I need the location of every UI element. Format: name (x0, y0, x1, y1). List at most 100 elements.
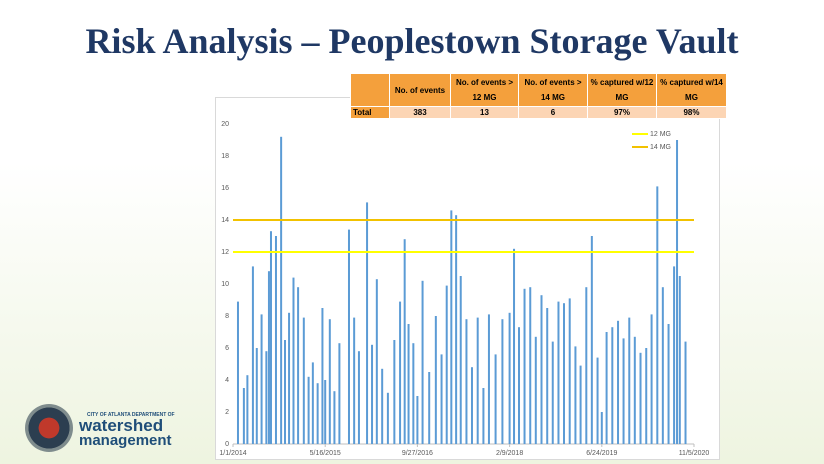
bar (470, 367, 473, 444)
bar (605, 332, 608, 444)
bar (611, 327, 614, 444)
bar (508, 312, 511, 444)
header-cell: No. of events > 14 MG (518, 73, 588, 107)
header-cell: % captured w/14 MG (656, 73, 727, 107)
bar (673, 266, 676, 444)
bar (393, 340, 396, 444)
bar (628, 317, 631, 444)
bar (242, 388, 245, 444)
bar (455, 215, 458, 444)
cell: 97% (587, 106, 657, 119)
bar (366, 202, 369, 444)
bar (596, 357, 599, 444)
row-label: Total (350, 106, 390, 119)
y-tick-label: 4 (225, 377, 229, 384)
bar (284, 340, 287, 444)
bar (459, 276, 462, 444)
y-tick-label: 20 (221, 121, 229, 128)
bar (678, 276, 681, 444)
x-tick-label: 11/5/2020 (679, 450, 710, 457)
bar (255, 348, 258, 444)
bar (450, 210, 453, 444)
cell: 13 (450, 106, 519, 119)
bar (494, 354, 497, 444)
bar (246, 375, 249, 444)
bar (428, 372, 431, 444)
bar (416, 396, 419, 444)
legend-label: 14 MG (650, 144, 671, 151)
logo-text: management (79, 432, 172, 449)
bar (267, 271, 270, 444)
y-tick-label: 10 (221, 281, 229, 288)
bar (557, 301, 560, 444)
bar (236, 301, 239, 444)
bar (639, 352, 642, 444)
header-row: No. of events No. of events > 12 MG No. … (350, 73, 727, 107)
bar (302, 317, 305, 444)
bar (292, 277, 295, 444)
bar (347, 229, 350, 444)
bar (434, 316, 437, 444)
bar (622, 338, 625, 444)
bar (529, 287, 532, 444)
bar (540, 295, 543, 444)
bar (551, 341, 554, 444)
logo: CITY OF ATLANTA DEPARTMENT OF watershed … (25, 402, 185, 458)
bar (676, 140, 679, 444)
bar (375, 279, 378, 444)
bar (403, 239, 406, 444)
bar (568, 298, 571, 444)
bar (633, 336, 636, 444)
bar (534, 336, 537, 444)
bar (407, 324, 410, 444)
header-cell: % captured w/12 MG (587, 73, 657, 107)
bar (274, 236, 277, 444)
bar (656, 186, 659, 444)
bar (465, 319, 468, 444)
bar (585, 287, 588, 444)
corner-cell (350, 73, 390, 107)
bar (661, 287, 664, 444)
bar (600, 412, 603, 444)
bar (487, 314, 490, 444)
y-tick-label: 18 (221, 153, 229, 160)
bar (445, 285, 448, 444)
bar (579, 365, 582, 444)
y-tick-label: 0 (225, 441, 229, 448)
bar (357, 351, 360, 444)
bar (371, 344, 374, 444)
y-tick-label: 6 (225, 345, 229, 352)
y-tick-label: 8 (225, 313, 229, 320)
bar (590, 236, 593, 444)
bar (667, 324, 670, 444)
bar (269, 231, 272, 444)
bar (338, 343, 341, 444)
bar (421, 280, 424, 444)
y-tick-label: 12 (221, 249, 229, 256)
chart-box: 0 2 4 6 8 10 12 14 16 18 20 1/1/2014 5/16/2015 9/27/2… (215, 97, 720, 460)
bar (381, 368, 384, 444)
bar (321, 308, 324, 444)
logo-small-text: CITY OF ATLANTA DEPARTMENT OF (87, 412, 175, 418)
y-tick-label: 14 (221, 217, 229, 224)
bar (328, 319, 331, 444)
y-tick-label: 16 (221, 185, 229, 192)
cell: 6 (518, 106, 588, 119)
bar (501, 319, 504, 444)
bar (617, 320, 620, 444)
chart: 0 2 4 6 8 10 12 14 16 18 20 1/1/2014 5/16/2015 9/27/2… (219, 121, 710, 457)
bar (440, 354, 443, 444)
legend-label: 12 MG (650, 131, 671, 138)
bar (307, 376, 310, 444)
bar (260, 314, 263, 444)
bar (265, 351, 268, 444)
bar (333, 391, 336, 444)
bar (399, 301, 402, 444)
total-row: Total 383 13 6 97% 98% (350, 106, 727, 119)
x-tick-label: 9/27/2016 (402, 450, 433, 457)
x-tick-label: 5/16/2015 (310, 450, 341, 457)
x-tick-label: 2/9/2018 (496, 450, 523, 457)
bar (280, 136, 283, 445)
bar (546, 308, 549, 444)
